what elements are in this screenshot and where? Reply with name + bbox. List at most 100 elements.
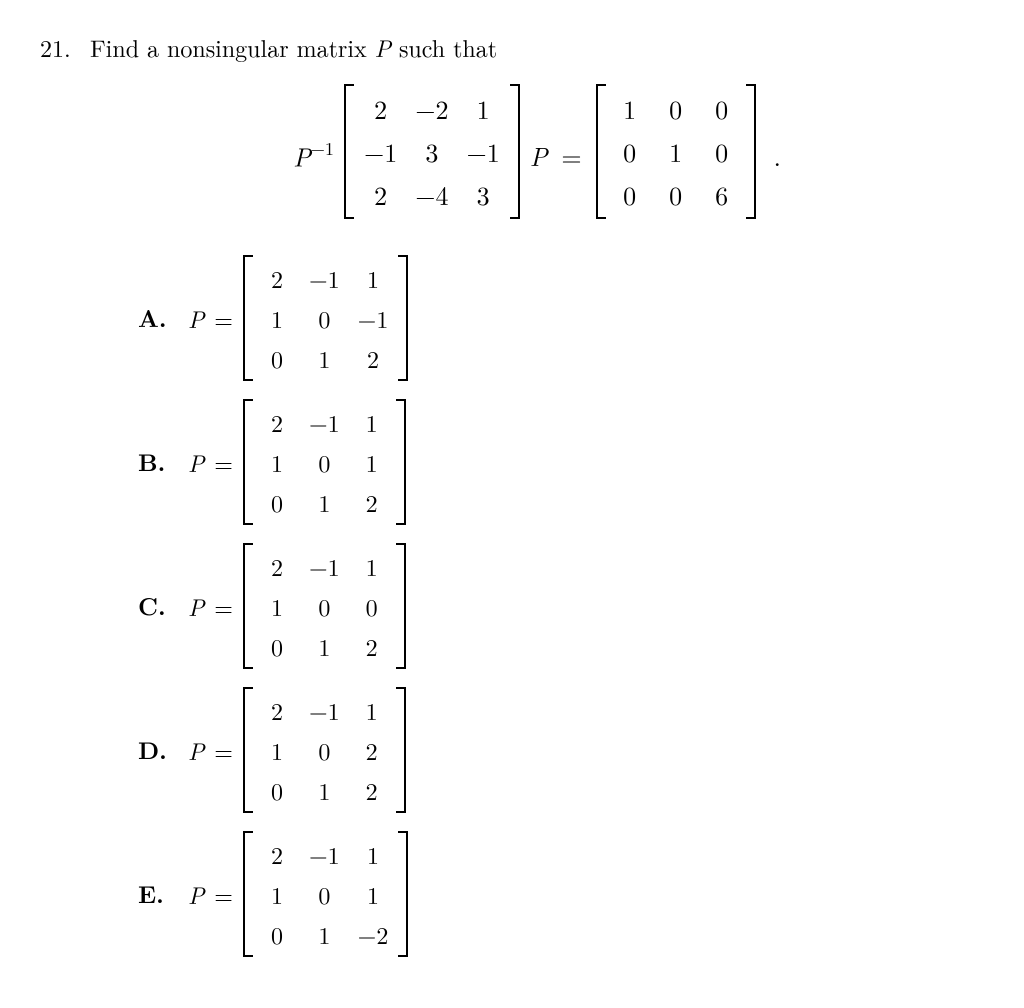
choice-equals: = xyxy=(214,589,233,623)
matrix-cell: 1 xyxy=(358,549,386,583)
problem-stem: Find a nonsingular matrix P such that xyxy=(90,30,984,64)
choice-E[interactable]: E.P=2−1110101−2 xyxy=(138,831,984,957)
choice-equation: P=2−11100012 xyxy=(188,543,406,669)
matrix-cell: 0 xyxy=(662,176,690,213)
matrix-cell: 1 xyxy=(662,133,690,170)
matrix-cell: 1 xyxy=(263,877,291,911)
matrix-cell: 0 xyxy=(263,917,291,951)
matrix-cell: 1 xyxy=(309,773,340,807)
matrix-body: 2−11102012 xyxy=(253,687,396,813)
choice-label: E. xyxy=(138,877,168,911)
matrix-cell: 2 xyxy=(263,693,291,727)
matrix-cell: 1 xyxy=(309,341,340,375)
choice-P: P xyxy=(188,301,204,335)
matrix-cell: 1 xyxy=(263,301,291,335)
matrix-cell: 1 xyxy=(358,405,386,439)
equation-P: P xyxy=(530,137,548,174)
matrix-cell: −1 xyxy=(309,261,340,295)
matrix-body: 2−11100012 xyxy=(253,543,396,669)
choice-matrix: 2−11101012 xyxy=(243,399,406,525)
matrix-cell: 2 xyxy=(263,261,291,295)
matrix-cell: 3 xyxy=(415,133,448,170)
choice-equals: = xyxy=(214,445,233,479)
matrix-A: 2−21−13−12−43 xyxy=(344,84,520,227)
matrix-cell: 1 xyxy=(263,445,291,479)
choice-matrix: 2−1110−1012 xyxy=(243,255,408,381)
choice-label: C. xyxy=(138,589,168,623)
matrix-cell: −2 xyxy=(358,917,389,951)
matrix-cell: 1 xyxy=(358,837,389,871)
bracket-left xyxy=(243,687,253,813)
matrix-cell: −4 xyxy=(415,176,448,213)
matrix-cell: 0 xyxy=(662,90,690,127)
choice-label: D. xyxy=(138,733,168,767)
matrix-cell: 0 xyxy=(708,90,736,127)
matrix-cell: 2 xyxy=(364,176,397,213)
bracket-right xyxy=(510,84,520,219)
matrix-cell: 0 xyxy=(309,877,340,911)
choice-equation: P=2−11102012 xyxy=(188,687,406,813)
choice-C[interactable]: C.P=2−11100012 xyxy=(138,543,984,669)
matrix-cell: 3 xyxy=(467,176,500,213)
matrix-cell: 1 xyxy=(309,629,340,663)
matrix-cell: 0 xyxy=(263,773,291,807)
matrix-cell: 0 xyxy=(263,341,291,375)
matrix-cell: −1 xyxy=(364,133,397,170)
matrix-cell: 2 xyxy=(358,341,389,375)
choice-P: P xyxy=(188,589,204,623)
matrix-cell: −1 xyxy=(309,549,340,583)
matrix-cell: −2 xyxy=(415,90,448,127)
matrix-cell: 0 xyxy=(616,176,644,213)
equation: P−1 2−21−13−12−43 P = 100010006 . xyxy=(90,84,984,227)
choice-equals: = xyxy=(214,301,233,335)
matrix-cell: −1 xyxy=(358,301,389,335)
matrix-cell: 1 xyxy=(358,445,386,479)
problem-body: Find a nonsingular matrix P such that P−… xyxy=(90,30,984,975)
matrix-cell: 2 xyxy=(358,629,386,663)
matrix-cell: 1 xyxy=(309,485,340,519)
stem-text-post: such that xyxy=(391,30,497,64)
period: . xyxy=(774,137,781,174)
matrix-cell: 1 xyxy=(358,693,386,727)
matrix-body: 2−21−13−12−43 xyxy=(354,84,510,219)
matrix-cell: 1 xyxy=(467,90,500,127)
matrix-cell: 1 xyxy=(263,733,291,767)
matrix-cell: 2 xyxy=(263,549,291,583)
choice-A[interactable]: A.P=2−1110−1012 xyxy=(138,255,984,381)
matrix-cell: −1 xyxy=(309,405,340,439)
matrix-cell: 1 xyxy=(358,261,389,295)
matrix-body: 2−11101012 xyxy=(253,399,396,525)
bracket-right xyxy=(396,399,406,525)
choice-matrix: 2−11100012 xyxy=(243,543,406,669)
p-inverse-P: P xyxy=(293,137,311,174)
choice-P: P xyxy=(188,733,204,767)
matrix-cell: −1 xyxy=(309,693,340,727)
choice-P: P xyxy=(188,445,204,479)
matrix-body: 2−1110−1012 xyxy=(253,255,398,381)
bracket-right xyxy=(396,543,406,669)
choice-D[interactable]: D.P=2−11102012 xyxy=(138,687,984,813)
matrix-cell: −1 xyxy=(309,837,340,871)
bracket-right xyxy=(398,255,408,381)
equals-sign: = xyxy=(557,137,585,174)
choice-equation: P=2−1110−1012 xyxy=(188,255,408,381)
bracket-left xyxy=(243,543,253,669)
matrix-A-inner: 2−21−13−12−43 xyxy=(344,84,520,219)
choice-B[interactable]: B.P=2−11101012 xyxy=(138,399,984,525)
choice-equals: = xyxy=(214,877,233,911)
matrix-cell: 1 xyxy=(309,917,340,951)
matrix-cell: −1 xyxy=(467,133,500,170)
matrix-cell: 0 xyxy=(263,485,291,519)
matrix-cell: 0 xyxy=(708,133,736,170)
bracket-left xyxy=(243,255,253,381)
matrix-cell: 0 xyxy=(309,589,340,623)
matrix-cell: 1 xyxy=(616,90,644,127)
matrix-cell: 2 xyxy=(263,837,291,871)
choice-equation: P=2−1110101−2 xyxy=(188,831,408,957)
bracket-right xyxy=(396,687,406,813)
matrix-cell: 1 xyxy=(263,589,291,623)
p-inverse-exp: −1 xyxy=(311,135,334,161)
matrix-cell: 6 xyxy=(708,176,736,213)
bracket-right xyxy=(746,84,756,219)
bracket-left xyxy=(243,399,253,525)
